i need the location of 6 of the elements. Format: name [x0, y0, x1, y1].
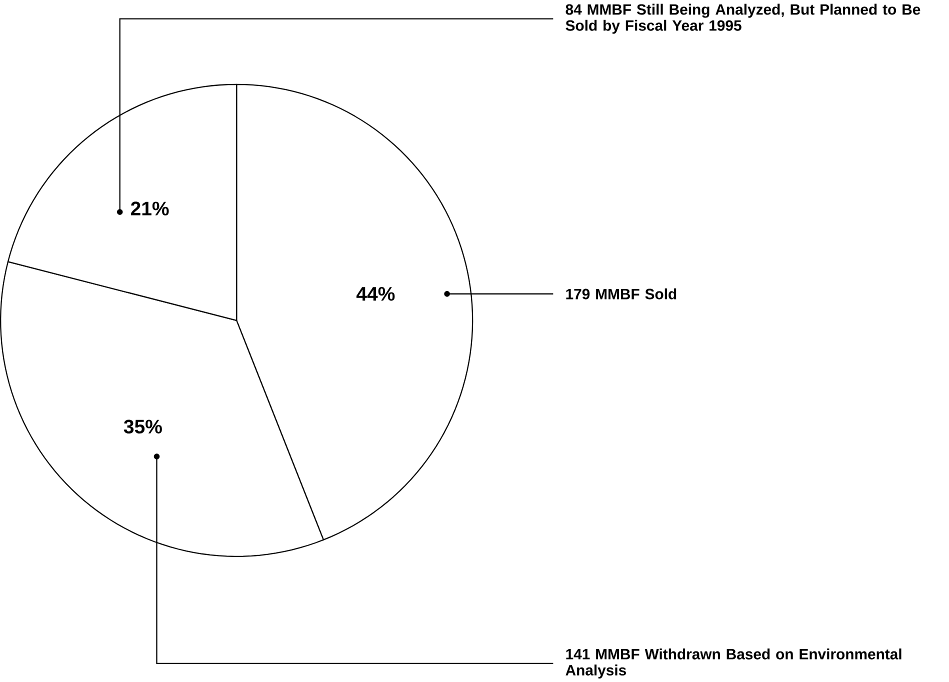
data-label: 35% [124, 420, 162, 434]
data-label: 44% [356, 286, 395, 301]
slice-label: 141 MMBF Withdrawn Based on Environmental Analysis [566, 648, 902, 678]
data-label: 21% [130, 201, 169, 216]
slice-label: 84 MMBF Still Being Analyzed, But Planned to Be Sold by Fiscal Year 1995 [566, 4, 920, 34]
slice-label: 179 MMBF Sold [566, 288, 676, 300]
